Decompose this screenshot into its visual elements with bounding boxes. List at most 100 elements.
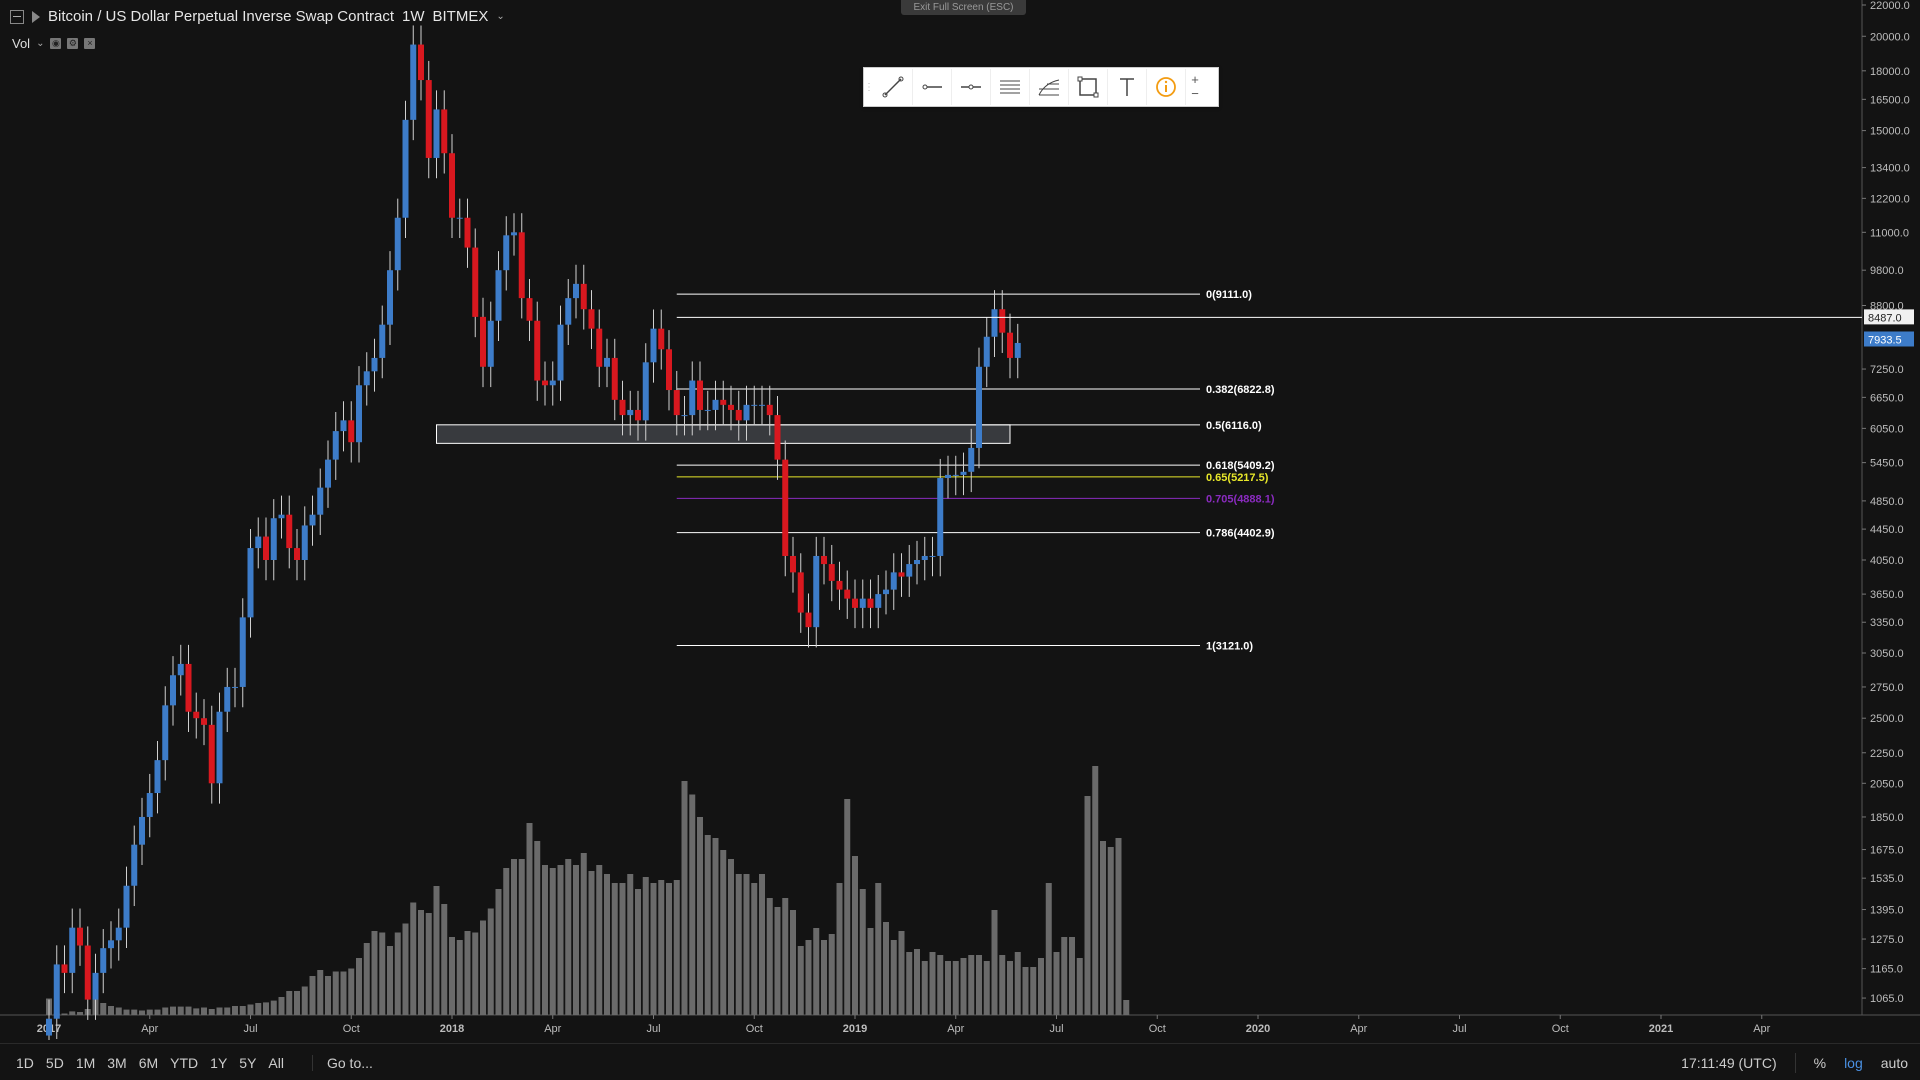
gear-icon[interactable]: ⚙ bbox=[67, 38, 79, 49]
candle-up bbox=[394, 217, 401, 271]
period-5d[interactable]: 5D bbox=[45, 1054, 64, 1071]
period-5y[interactable]: 5Y bbox=[239, 1054, 257, 1071]
candle-up bbox=[69, 927, 76, 973]
volume-bar bbox=[394, 932, 401, 1015]
exit-fullscreen-button[interactable]: Exit Full Screen (ESC) bbox=[901, 0, 1026, 15]
time-tick-label: Oct bbox=[746, 1023, 763, 1035]
candle-up bbox=[487, 320, 494, 367]
volume-bar bbox=[115, 1007, 122, 1015]
volume-bar bbox=[410, 902, 417, 1015]
flag-icon[interactable] bbox=[32, 10, 40, 23]
exchange-label[interactable]: BITMEX bbox=[432, 8, 489, 25]
volume-bar bbox=[596, 865, 603, 1015]
candle-down bbox=[635, 409, 641, 421]
volume-bar bbox=[968, 955, 975, 1015]
log-scale-toggle[interactable]: log bbox=[1844, 1054, 1863, 1071]
symbol-name[interactable]: Bitcoin / US Dollar Perpetual Inverse Sw… bbox=[48, 8, 394, 25]
price-tick-label: 1165.0 bbox=[1870, 964, 1903, 976]
candle-down bbox=[666, 349, 672, 391]
drawing-toolbar: ⋮ + − bbox=[863, 67, 1219, 107]
candle-up bbox=[387, 270, 393, 325]
candle-down bbox=[673, 390, 680, 416]
parallel-channel-button[interactable] bbox=[991, 69, 1030, 105]
symbol-legend: Bitcoin / US Dollar Perpetual Inverse Sw… bbox=[10, 8, 505, 25]
volume-bar bbox=[844, 799, 851, 1015]
period-1d[interactable]: 1D bbox=[16, 1054, 34, 1071]
chevron-down-icon[interactable]: ⌄ bbox=[36, 38, 45, 49]
volume-bar bbox=[255, 1003, 262, 1015]
volume-bar bbox=[201, 1007, 207, 1015]
volume-bar bbox=[728, 859, 734, 1015]
candle-up bbox=[914, 560, 920, 565]
price-tick-label: 9800.0 bbox=[1870, 265, 1904, 277]
volume-bar bbox=[162, 1007, 169, 1015]
candle-up bbox=[53, 964, 60, 1019]
price-tick-label: 12200.0 bbox=[1870, 193, 1910, 205]
text-button[interactable] bbox=[1108, 69, 1147, 105]
candle-up bbox=[309, 514, 316, 526]
period-6m[interactable]: 6M bbox=[138, 1054, 159, 1071]
candle-up bbox=[983, 336, 990, 367]
price-chart[interactable]: 22000.0 20000.0 18000.0 16500.0 15000.0 13400… bbox=[0, 0, 1920, 1040]
horizontal-line-button[interactable] bbox=[952, 69, 991, 105]
candle-up bbox=[557, 324, 564, 381]
drag-handle-icon[interactable]: ⋮ bbox=[864, 81, 874, 93]
volume-bar bbox=[689, 794, 696, 1015]
trend-line-button[interactable] bbox=[874, 69, 913, 105]
period-1y[interactable]: 1Y bbox=[210, 1054, 228, 1071]
volume-bar bbox=[464, 931, 471, 1015]
time-tick-label: Oct bbox=[1552, 1023, 1569, 1035]
fib-retracement-button[interactable] bbox=[1030, 69, 1069, 105]
period-3m[interactable]: 3M bbox=[107, 1054, 127, 1071]
candle-up bbox=[549, 380, 556, 386]
candle-up bbox=[712, 399, 719, 410]
volume-bar bbox=[805, 940, 812, 1015]
volume-bar bbox=[449, 937, 455, 1015]
volume-bar bbox=[952, 961, 959, 1015]
price-tick-label: 1535.0 bbox=[1870, 873, 1904, 885]
volume-bar bbox=[890, 940, 897, 1015]
horizontal-ray-button[interactable] bbox=[913, 69, 952, 105]
collapse-legend-icon[interactable] bbox=[10, 9, 24, 24]
trend-line-icon bbox=[882, 76, 904, 98]
interval-label[interactable]: 1W bbox=[402, 8, 425, 25]
zoom-in-icon[interactable]: + bbox=[1191, 72, 1199, 87]
zoom-out-icon[interactable]: − bbox=[1191, 86, 1199, 101]
auto-scale-toggle[interactable]: auto bbox=[1880, 1054, 1908, 1071]
price-tick-label: 3050.0 bbox=[1870, 648, 1904, 660]
volume-bar bbox=[712, 838, 719, 1015]
rectangle-button[interactable] bbox=[1069, 69, 1108, 105]
candle-up bbox=[317, 487, 324, 515]
utc-clock[interactable]: 17:11:49 (UTC) bbox=[1681, 1054, 1777, 1071]
candle-up bbox=[146, 793, 153, 817]
volume-bar bbox=[487, 908, 494, 1015]
close-icon[interactable]: × bbox=[84, 38, 96, 49]
volume-bar bbox=[673, 880, 680, 1015]
eye-icon[interactable]: ◉ bbox=[50, 38, 62, 49]
candle-up bbox=[216, 711, 223, 784]
fib-level-label: 1(3121.0) bbox=[1206, 640, 1253, 652]
chevron-down-icon[interactable]: ⌄ bbox=[496, 11, 505, 22]
candle-down bbox=[596, 328, 603, 367]
volume-bar bbox=[387, 946, 393, 1015]
candle-down bbox=[828, 564, 835, 581]
percent-scale-toggle[interactable]: % bbox=[1813, 1054, 1827, 1071]
candle-down bbox=[774, 415, 781, 460]
goto-button[interactable]: Go to... bbox=[311, 1054, 373, 1071]
candle-up bbox=[503, 235, 510, 271]
current-price-tag-bg bbox=[1864, 331, 1914, 347]
candle-up bbox=[301, 525, 308, 561]
candle-down bbox=[449, 153, 455, 218]
fib-level-label: 0(9111.0) bbox=[1206, 289, 1252, 301]
candle-down bbox=[728, 404, 734, 410]
volume-bar bbox=[332, 971, 339, 1015]
period-1m[interactable]: 1M bbox=[75, 1054, 96, 1071]
volume-bar bbox=[697, 817, 703, 1015]
candle-up bbox=[565, 298, 572, 325]
period-all[interactable]: All bbox=[268, 1054, 284, 1071]
candle-up bbox=[224, 686, 231, 712]
candle-down bbox=[735, 409, 742, 421]
volume-bar bbox=[666, 883, 672, 1015]
info-button[interactable] bbox=[1147, 69, 1186, 105]
period-ytd[interactable]: YTD bbox=[170, 1054, 199, 1071]
